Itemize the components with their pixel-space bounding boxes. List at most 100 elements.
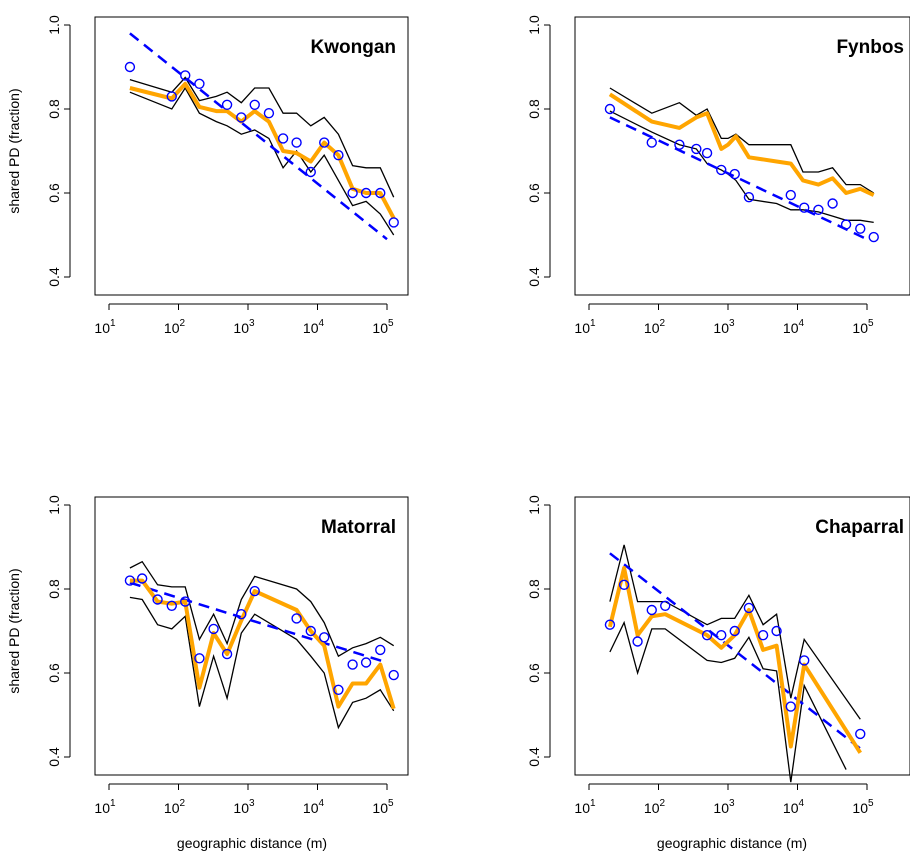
observed-point — [305, 625, 316, 637]
y-tick-label: 0.4 — [526, 747, 542, 767]
observed-point — [632, 636, 643, 647]
x-tick-label: 101 — [574, 798, 596, 816]
y-tick-label: 1.0 — [526, 15, 542, 35]
observed-point — [319, 137, 330, 148]
envelope-upper-line — [129, 76, 395, 198]
panel-chaparral: Chaparral geographic distance (m) 0.4 0.6… — [526, 495, 910, 851]
observed-point — [305, 166, 316, 178]
observed-point — [855, 728, 866, 740]
observed-point — [729, 168, 740, 180]
panel-title: Chaparral — [815, 517, 904, 538]
x-tick-label: 103 — [713, 798, 735, 816]
x-tick-label: 104 — [783, 798, 805, 816]
x-tick-label: 101 — [94, 798, 116, 816]
observed-point — [333, 684, 344, 695]
observed-point — [291, 137, 302, 148]
observed-point — [868, 231, 879, 243]
y-tick-label: 0.4 — [46, 747, 62, 767]
x-tick-label: 102 — [164, 318, 186, 336]
observed-point — [360, 657, 372, 668]
panel-title: Kwongan — [311, 37, 397, 58]
observed-point — [152, 594, 163, 605]
plot-frame — [94, 16, 409, 296]
observed-point — [785, 701, 796, 712]
observed-point — [333, 149, 344, 161]
y-tick-label: 0.8 — [46, 579, 62, 599]
observed-point — [347, 659, 358, 670]
observed-point — [729, 625, 740, 637]
observed-point — [221, 648, 233, 660]
observed-point — [827, 198, 838, 209]
envelope-upper-line — [609, 87, 875, 194]
observed-point — [236, 112, 247, 123]
envelope-lower-line — [129, 86, 395, 236]
observed-point — [249, 99, 260, 111]
chart-marks: 0.4 0.6 0.8 1.0 101 102 103 104 105 — [526, 15, 879, 336]
mean-line — [608, 92, 875, 197]
observed-point — [618, 579, 630, 590]
panel-fynbos: Fynbos 0.4 0.6 0.8 1.0 101 102 103 104 105 — [526, 15, 910, 336]
observed-point — [855, 223, 866, 234]
x-tick-label: 105 — [852, 318, 874, 336]
observed-point — [375, 187, 386, 199]
observed-point — [785, 189, 796, 201]
mean-line — [607, 566, 862, 754]
mean-line — [129, 578, 396, 710]
envelope-upper-line — [129, 560, 395, 658]
observed-point — [388, 217, 399, 228]
observed-point — [799, 202, 810, 213]
observed-point — [840, 219, 852, 230]
observed-point — [771, 625, 782, 637]
y-tick-label: 0.4 — [46, 267, 62, 287]
observed-point — [646, 137, 657, 148]
regression-fit-line — [609, 116, 868, 241]
x-tick-label: 104 — [303, 318, 325, 336]
y-tick-label: 0.8 — [526, 99, 542, 119]
observed-point — [716, 164, 727, 176]
observed-point — [194, 653, 205, 664]
observed-point — [263, 107, 275, 119]
mean-line — [129, 81, 396, 220]
y-axis-label: shared PD (fraction) — [6, 88, 22, 213]
panel-title: Fynbos — [836, 37, 904, 58]
observed-point — [249, 585, 260, 597]
observed-point — [221, 99, 233, 111]
observed-point — [277, 133, 289, 144]
y-tick-label: 0.6 — [526, 663, 542, 683]
panel-matorral: Matorral shared PD (fraction) geographic… — [6, 495, 409, 851]
y-tick-label: 1.0 — [526, 495, 542, 515]
y-tick-label: 0.4 — [526, 267, 542, 287]
envelope-lower-line — [609, 620, 847, 783]
observed-point — [166, 600, 177, 611]
observed-point — [291, 613, 302, 624]
observed-point — [180, 596, 191, 607]
y-axis-label: shared PD (fraction) — [6, 568, 22, 693]
observed-point — [799, 655, 810, 666]
x-tick-label: 102 — [644, 798, 666, 816]
y-tick-label: 1.0 — [46, 495, 62, 515]
observed-point — [388, 669, 399, 681]
chart-marks: 0.4 0.6 0.8 1.0 101 102 103 104 105 — [46, 495, 399, 816]
plot-frame — [574, 496, 910, 776]
observed-point — [194, 78, 205, 90]
observed-point — [813, 204, 824, 216]
x-tick-label: 102 — [164, 798, 186, 816]
observed-point — [136, 573, 148, 584]
chart-marks: 0.4 0.6 0.8 1.0 101 102 103 104 105 — [526, 495, 874, 816]
observed-point — [674, 139, 685, 150]
x-tick-label: 102 — [644, 318, 666, 336]
observed-point — [166, 91, 177, 102]
x-tick-label: 105 — [372, 318, 394, 336]
envelope-lower-line — [609, 110, 874, 224]
x-tick-label: 105 — [372, 798, 394, 816]
x-tick-label: 103 — [233, 798, 255, 816]
y-tick-label: 0.6 — [46, 183, 62, 203]
observed-point — [124, 575, 136, 586]
observed-point — [691, 143, 702, 155]
regression-fit-line — [129, 32, 388, 241]
regression-fit-line — [609, 552, 862, 750]
x-tick-label: 101 — [94, 318, 116, 336]
observed-point — [208, 623, 219, 635]
observed-point — [360, 187, 372, 199]
